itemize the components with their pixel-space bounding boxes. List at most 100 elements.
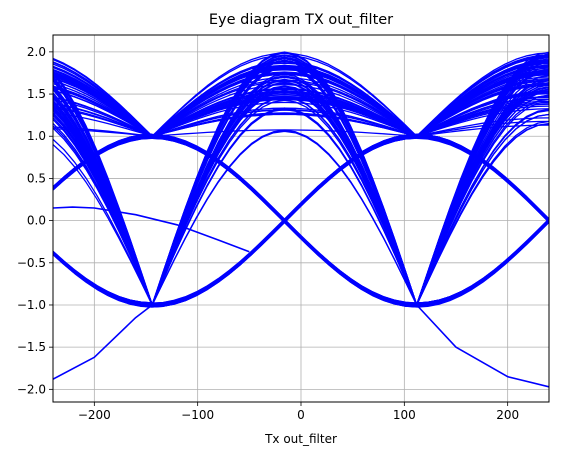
y-tick-label: −1.0 [17,298,46,312]
eye-trace [416,66,549,306]
x-axis-title: Tx out_filter [264,432,337,446]
eye-trace [53,85,153,137]
eye-trace [416,60,549,137]
eye-trace [53,252,153,308]
eye-trace [151,101,417,137]
x-tick-label: 0 [297,408,305,422]
eye-trace [53,134,153,189]
eye-trace [53,79,153,306]
eye-trace [53,304,153,380]
eye-trace [151,67,418,306]
eye-trace [416,76,549,137]
eye-trace [53,76,153,137]
y-tick-label: 1.5 [27,87,46,101]
eye-trace [416,136,549,223]
eye-trace [53,143,153,306]
eye-trace [416,103,549,137]
eye-trace [53,71,153,137]
eye-trace [53,135,153,189]
eye-trace [151,95,417,137]
eye-trace [53,137,153,191]
eye-trace [53,105,153,137]
eye-trace [416,102,549,137]
eye-trace [416,55,549,306]
x-tick-label: −100 [181,408,214,422]
eye-trace [151,54,418,137]
eye-trace [416,83,549,137]
y-tick-label: −2.0 [17,382,46,396]
eye-trace [53,95,153,306]
eye-trace [151,83,418,137]
eye-trace [152,134,417,305]
eye-trace [151,72,418,137]
eye-trace [53,72,153,306]
eye-trace [53,80,153,137]
x-tick-label: 100 [393,408,416,422]
eye-trace [53,108,153,306]
y-tick-label: 0.0 [27,214,46,228]
eye-trace [53,251,153,305]
eye-trace [416,82,549,306]
eye-trace [53,138,153,306]
eye-trace [416,55,549,137]
eye-trace [416,100,549,137]
eye-trace [416,98,549,306]
eye-trace [416,220,549,308]
eye-trace [416,98,549,137]
eye-trace [53,57,153,137]
eye-trace [53,103,153,137]
eye-trace [151,62,418,137]
eye-trace [416,93,549,137]
eye-trace [53,128,153,137]
eye-trace [416,69,549,137]
eye-trace [53,126,153,137]
eye-trace [416,74,549,306]
eye-trace [416,70,549,306]
eye-trace [416,62,549,137]
eye-trace [53,66,153,137]
eye-trace [416,219,549,304]
eye-trace [416,109,549,306]
eye-trace [416,120,549,306]
eye-trace [53,107,153,137]
eye-trace [416,72,549,137]
eye-trace [53,206,250,253]
eye-trace [53,87,153,137]
eye-trace [53,101,153,306]
eye-trace [151,71,418,137]
x-axis-ticks: −200 −100 0 100 200 [78,402,519,422]
y-tick-label: −0.5 [17,256,46,270]
eye-trace [416,304,549,388]
eye-trace [416,78,549,306]
eye-trace [416,67,549,137]
eye-trace [151,129,418,306]
eye-trace [151,59,418,306]
x-tick-label: 200 [496,408,519,422]
eye-trace [416,52,549,137]
eye-trace [416,61,549,306]
eye-trace [416,94,549,306]
eye-trace [416,108,549,137]
eye-trace [53,96,153,137]
chart-title: Eye diagram TX out_filter [209,12,393,28]
eye-traces [53,51,549,388]
eye-trace [152,112,417,137]
eye-trace [416,124,549,137]
eye-trace [416,113,549,306]
y-axis-ticks: −2.0 −1.5 −1.0 −0.5 0.0 0.5 1.0 1.5 2.0 [17,45,53,396]
eye-trace [53,83,153,137]
eye-trace [53,68,153,137]
eye-trace [416,133,549,222]
eye-trace [53,118,153,306]
eye-trace [53,61,153,137]
eye-trace [151,64,418,137]
eye-trace [151,107,418,306]
eye-trace [53,89,153,137]
x-tick-label: −200 [78,408,111,422]
eye-trace [416,105,549,137]
y-tick-label: 2.0 [27,45,46,59]
eye-trace [416,117,549,137]
eye-trace [416,78,549,137]
eye-trace [53,114,153,306]
